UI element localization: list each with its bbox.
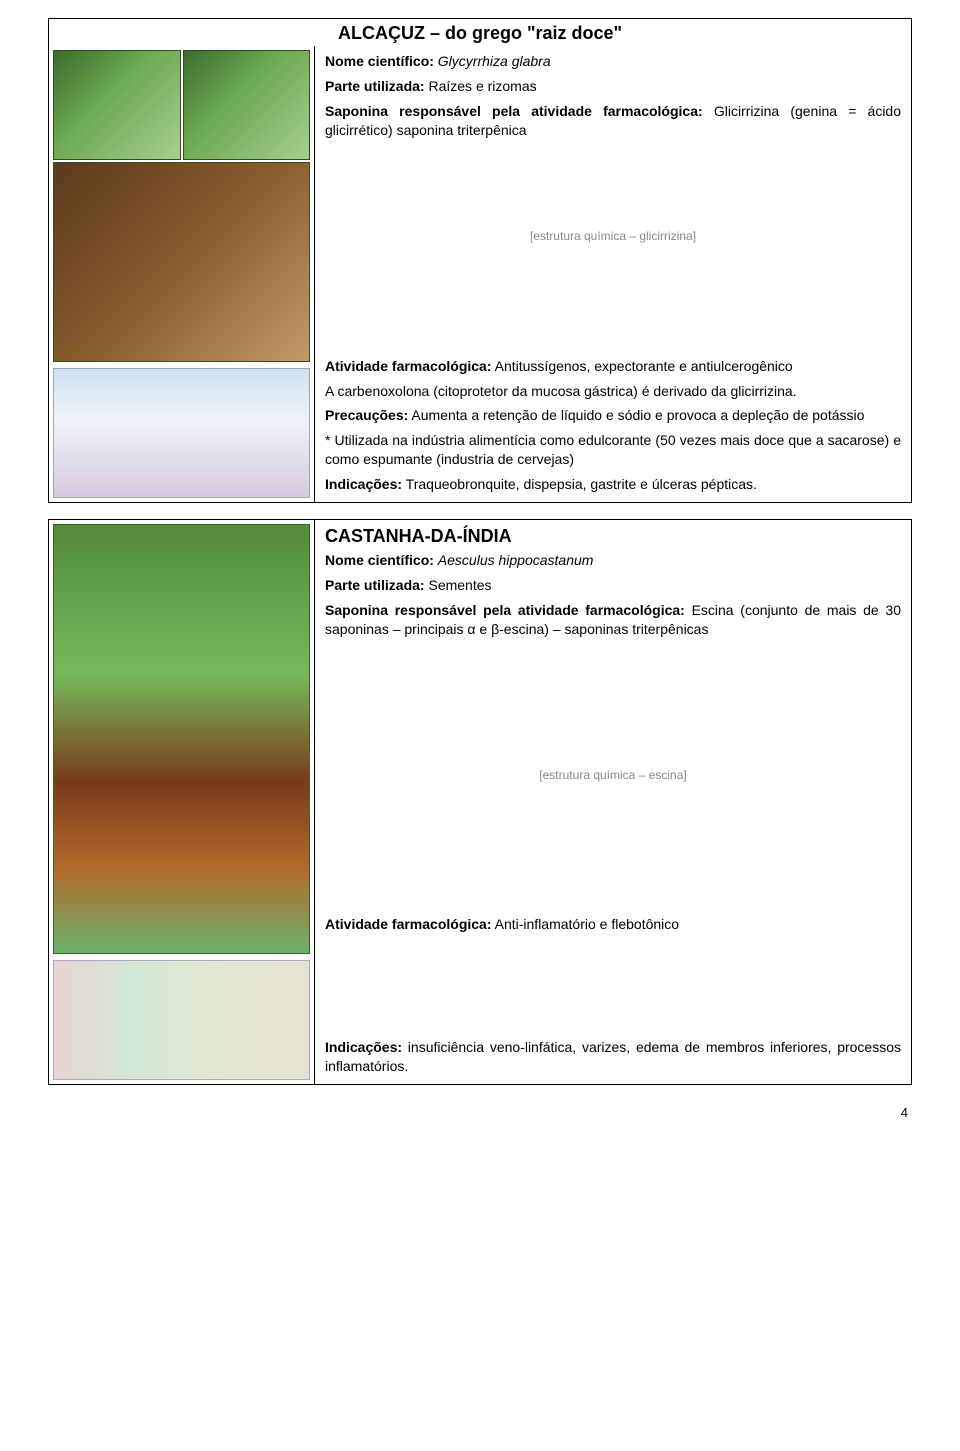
value-parte: Raízes e rizomas: [428, 78, 536, 94]
alcacuz-line-precaucoes: Precauções: Aumenta a retenção de líquid…: [325, 406, 901, 425]
castanha-text-top: CASTANHA-DA-ÍNDIA Nome científico: Aescu…: [325, 526, 901, 933]
alcacuz-product-photo: [53, 368, 310, 498]
label-atividade: Atividade farmacológica:: [325, 916, 492, 932]
value-ind: Traqueobronquite, dispepsia, gastrite e …: [406, 476, 757, 492]
alcacuz-line-parte: Parte utilizada: Raízes e rizomas: [325, 77, 901, 96]
castanha-line-saponina: Saponina responsável pela atividade farm…: [325, 601, 901, 639]
alcacuz-text-bottom: Atividade farmacológica: Antitussígenos,…: [325, 357, 901, 494]
castanha-product-photo: [53, 960, 310, 1080]
alcacuz-image-column: [49, 46, 314, 502]
label-saponina: Saponina responsável pela atividade farm…: [325, 602, 685, 618]
alcacuz-line-carb: A carbenoxolona (citoprotetor da mucosa …: [325, 382, 901, 401]
card-alcacuz-title: ALCAÇUZ – do grego "raiz doce": [49, 19, 911, 46]
alcacuz-line-indicacoes: Indicações: Traqueobronquite, dispepsia,…: [325, 475, 901, 494]
value-ind: insuficiência veno-linfática, varizes, e…: [325, 1039, 901, 1074]
castanha-line-indicacoes: Indicações: insuficiência veno-linfática…: [325, 1038, 901, 1076]
label-parte: Parte utilizada:: [325, 577, 425, 593]
label-parte: Parte utilizada:: [325, 78, 425, 94]
castanha-photo-tree-seeds: [53, 524, 310, 954]
alcacuz-line-uso: * Utilizada na indústria alimentícia com…: [325, 431, 901, 469]
card-alcacuz-body: Nome científico: Glycyrrhiza glabra Part…: [49, 46, 911, 502]
alcacuz-photo-grid: [53, 50, 310, 362]
label-ind: Indicações:: [325, 1039, 402, 1055]
label-atividade: Atividade farmacológica:: [325, 358, 492, 374]
castanha-line-atividade: Atividade farmacológica: Anti-inflamatór…: [325, 915, 901, 934]
value-prec: Aumenta a retenção de líquido e sódio e …: [411, 407, 864, 423]
label-saponina: Saponina responsável pela atividade farm…: [325, 103, 703, 119]
label-nome: Nome científico:: [325, 53, 434, 69]
value-atividade: Anti-inflamatório e flebotônico: [495, 916, 679, 932]
label-prec: Precauções:: [325, 407, 408, 423]
alcacuz-text-top: Nome científico: Glycyrrhiza glabra Part…: [325, 52, 901, 336]
castanha-text-bottom: Indicações: insuficiência veno-linfática…: [325, 1038, 901, 1076]
castanha-chem-structure: [estrutura química – escina]: [325, 645, 901, 905]
card-castanha-title: CASTANHA-DA-ÍNDIA: [325, 526, 901, 551]
castanha-line-nome: Nome científico: Aesculus hippocastanum: [325, 551, 901, 570]
card-castanha: CASTANHA-DA-ÍNDIA Nome científico: Aescu…: [48, 519, 912, 1085]
castanha-line-parte: Parte utilizada: Sementes: [325, 576, 901, 595]
value-parte: Sementes: [428, 577, 491, 593]
castanha-image-column: [49, 520, 314, 1084]
alcacuz-line-atividade: Atividade farmacológica: Antitussígenos,…: [325, 357, 901, 376]
value-atividade: Antitussígenos, expectorante e antiulcer…: [495, 358, 793, 374]
value-nome: Aesculus hippocastanum: [438, 552, 594, 568]
alcacuz-photo-flowers: [183, 50, 311, 160]
alcacuz-photo-roots: [53, 162, 310, 362]
alcacuz-chem-structure: [estrutura química – glicirrizina]: [325, 146, 901, 326]
card-castanha-body: CASTANHA-DA-ÍNDIA Nome científico: Aescu…: [49, 520, 911, 1084]
card-alcacuz: ALCAÇUZ – do grego "raiz doce" Nome cien…: [48, 18, 912, 503]
castanha-text-column: CASTANHA-DA-ÍNDIA Nome científico: Aescu…: [314, 520, 911, 1084]
value-nome: Glycyrrhiza glabra: [438, 53, 551, 69]
alcacuz-photo-leaves: [53, 50, 181, 160]
label-ind: Indicações:: [325, 476, 402, 492]
page-number: 4: [48, 1105, 912, 1120]
label-nome: Nome científico:: [325, 552, 434, 568]
alcacuz-text-column: Nome científico: Glycyrrhiza glabra Part…: [314, 46, 911, 502]
alcacuz-line-nome: Nome científico: Glycyrrhiza glabra: [325, 52, 901, 71]
alcacuz-line-saponina: Saponina responsável pela atividade farm…: [325, 102, 901, 140]
